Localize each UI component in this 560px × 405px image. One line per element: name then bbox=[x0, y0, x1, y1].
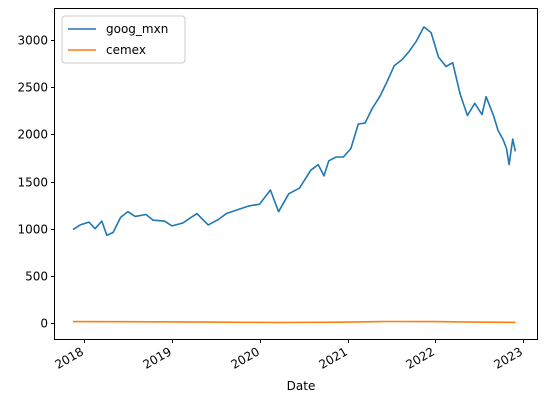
x-axis-label: Date bbox=[287, 379, 316, 393]
x-tick-label: 2023 bbox=[492, 344, 525, 371]
x-tick-label: 2022 bbox=[404, 344, 437, 371]
plot-lines bbox=[72, 26, 517, 324]
x-tick-label: 2021 bbox=[317, 344, 350, 371]
y-axis: 0 500 1000 1500 2000 2500 3000 bbox=[17, 34, 55, 331]
x-tick-label: 2018 bbox=[53, 344, 86, 371]
legend-label-cemex: cemex bbox=[106, 43, 146, 57]
x-axis: 2018 2019 2020 2021 2022 2023 bbox=[53, 339, 525, 372]
y-tick-label: 2000 bbox=[17, 128, 48, 142]
x-tick-label: 2019 bbox=[141, 344, 174, 371]
y-tick-label: 1000 bbox=[17, 223, 48, 237]
series-line-cemex bbox=[72, 320, 516, 324]
series-line-goog-mxn bbox=[72, 26, 517, 237]
legend-box bbox=[61, 15, 186, 64]
y-tick-label: 1500 bbox=[17, 176, 48, 190]
legend: goog_mxn cemex bbox=[61, 15, 186, 64]
y-tick-label: 2500 bbox=[17, 81, 48, 95]
y-tick-label: 3000 bbox=[17, 34, 48, 48]
plot-frame bbox=[54, 8, 538, 340]
x-tick-label: 2020 bbox=[229, 344, 262, 371]
legend-label-goog-mxn: goog_mxn bbox=[106, 22, 168, 36]
y-tick-label: 0 bbox=[40, 317, 48, 331]
y-tick-label: 500 bbox=[25, 270, 48, 284]
